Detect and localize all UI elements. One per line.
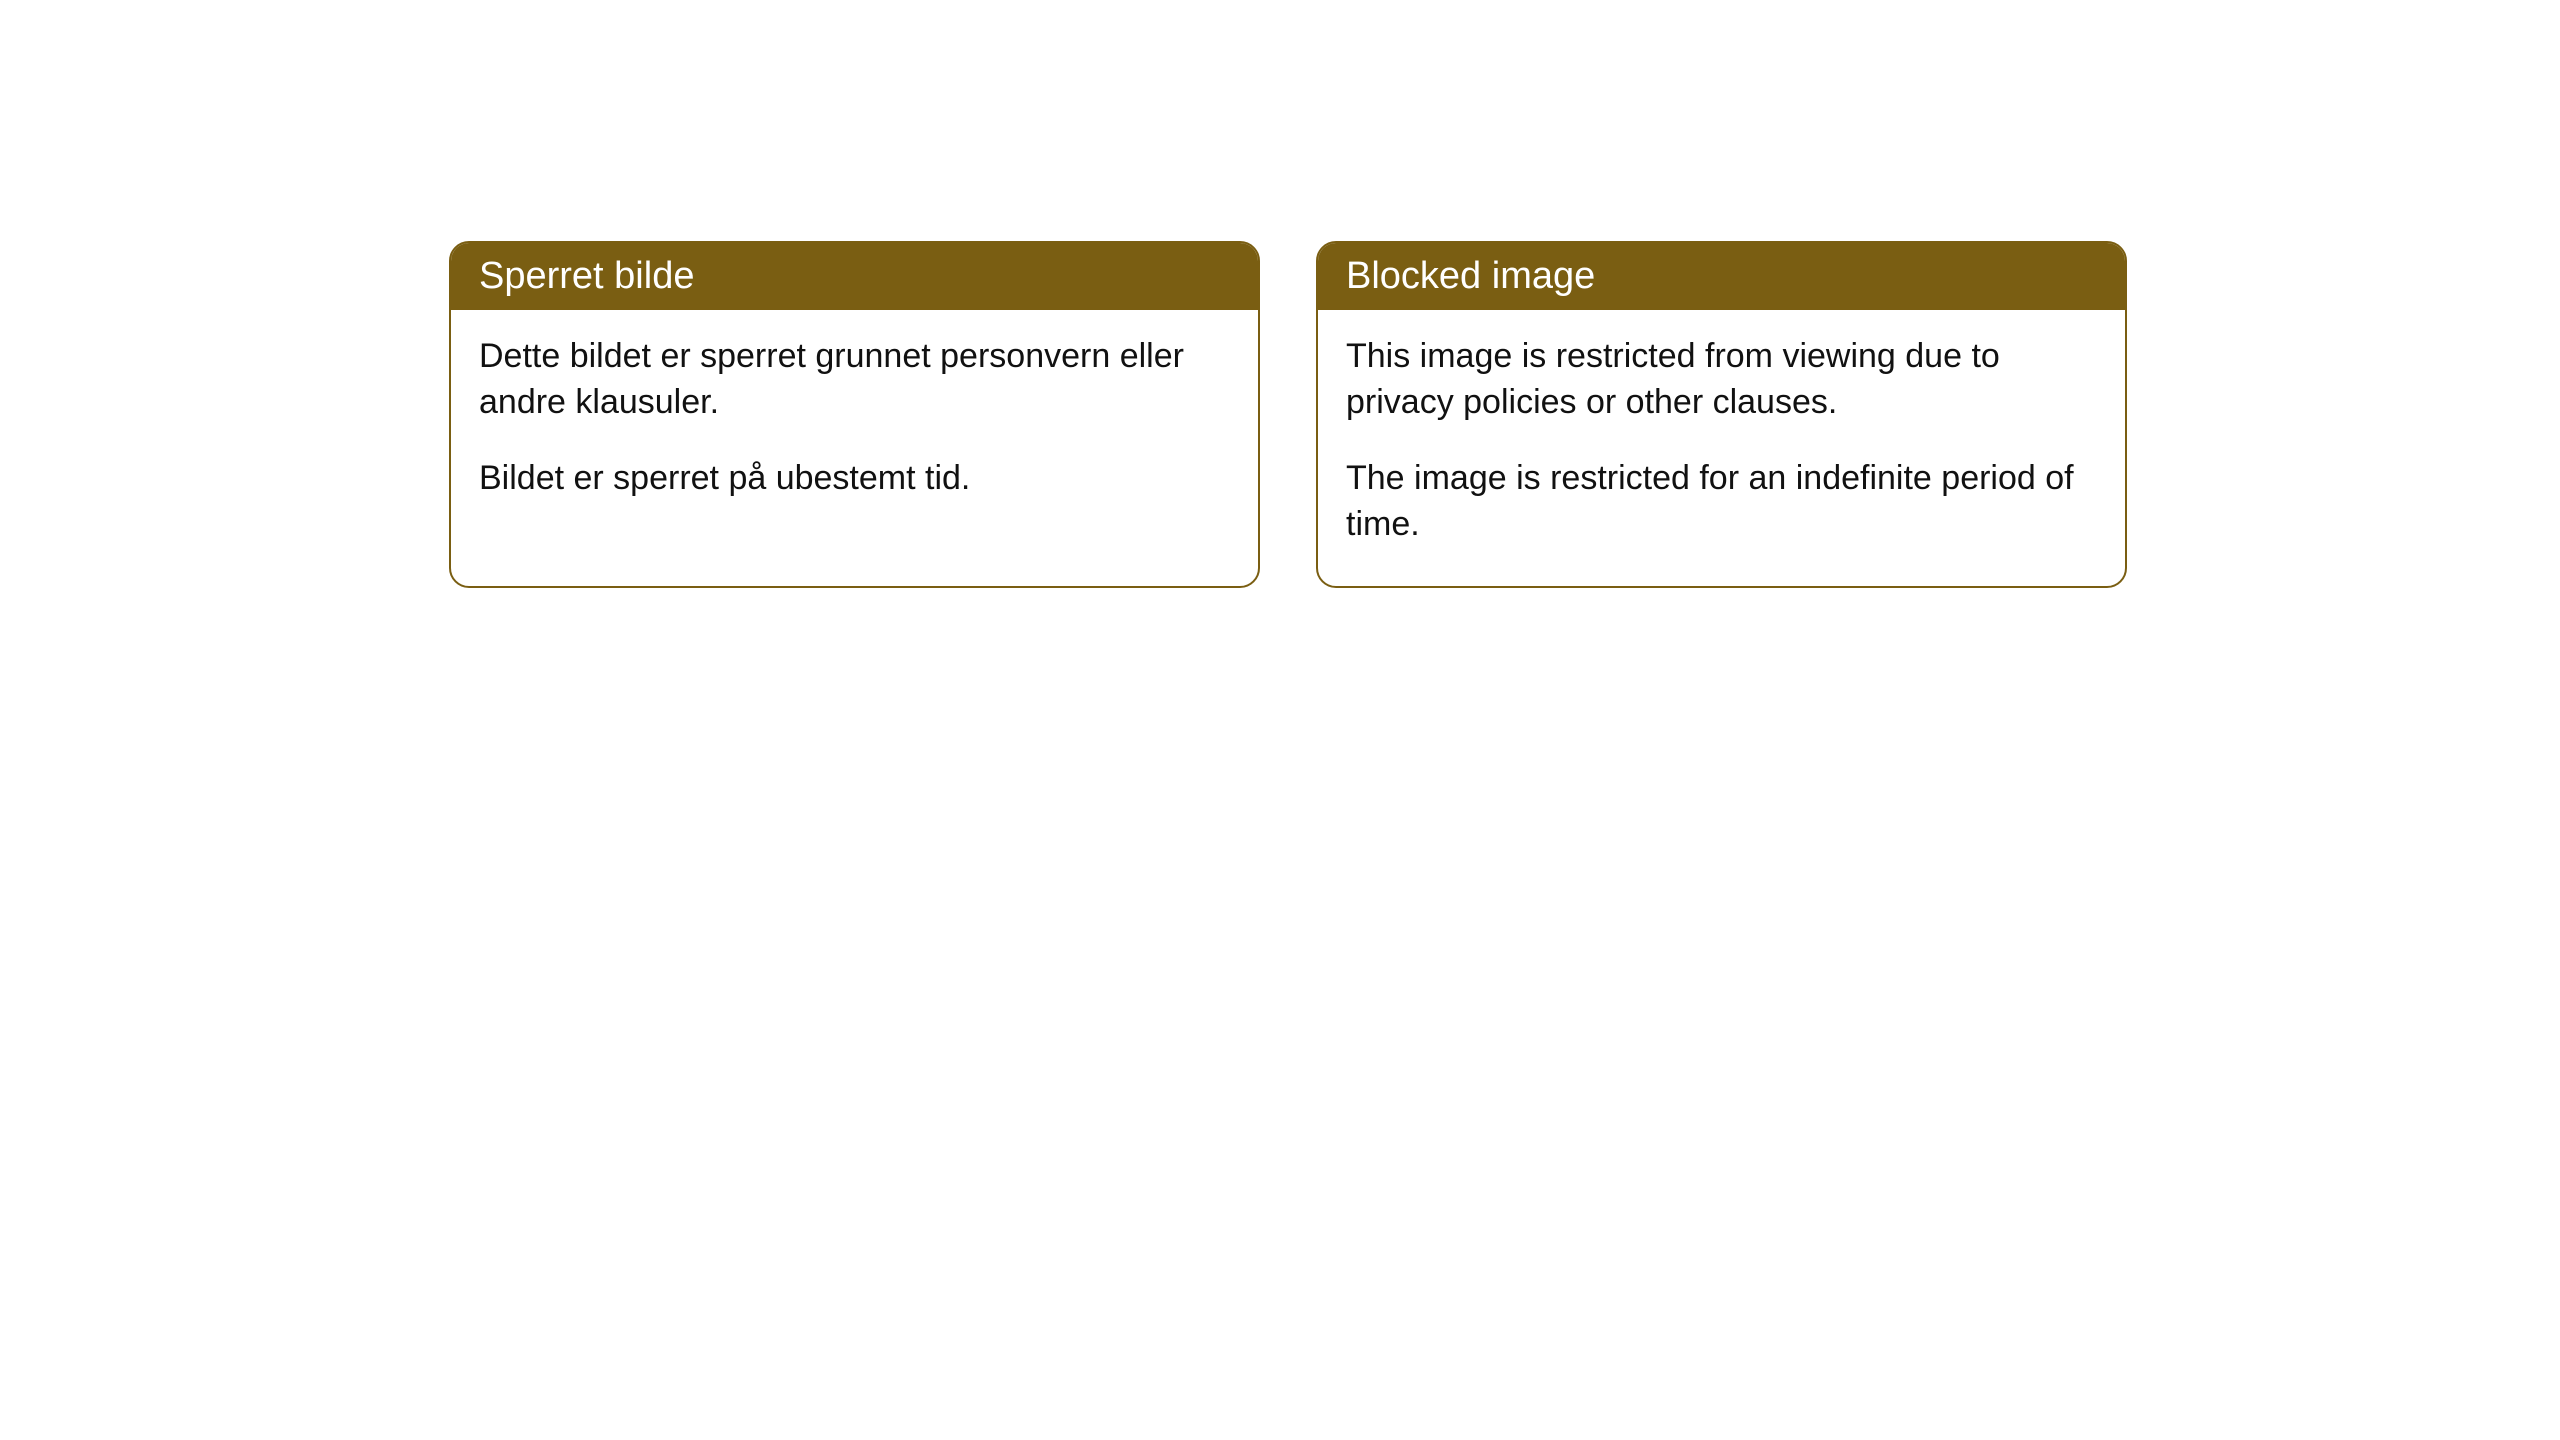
card-paragraph: This image is restricted from viewing du… [1346, 334, 2097, 426]
card-paragraph: The image is restricted for an indefinit… [1346, 456, 2097, 548]
notice-cards-container: Sperret bilde Dette bildet er sperret gr… [449, 241, 2127, 588]
card-title: Blocked image [1346, 255, 1595, 297]
card-title: Sperret bilde [479, 255, 694, 297]
card-body-norwegian: Dette bildet er sperret grunnet personve… [451, 310, 1258, 540]
notice-card-english: Blocked image This image is restricted f… [1316, 241, 2127, 588]
card-header-english: Blocked image [1318, 243, 2125, 310]
card-body-english: This image is restricted from viewing du… [1318, 310, 2125, 586]
card-paragraph: Bildet er sperret på ubestemt tid. [479, 456, 1230, 502]
card-paragraph: Dette bildet er sperret grunnet personve… [479, 334, 1230, 426]
notice-card-norwegian: Sperret bilde Dette bildet er sperret gr… [449, 241, 1260, 588]
card-header-norwegian: Sperret bilde [451, 243, 1258, 310]
